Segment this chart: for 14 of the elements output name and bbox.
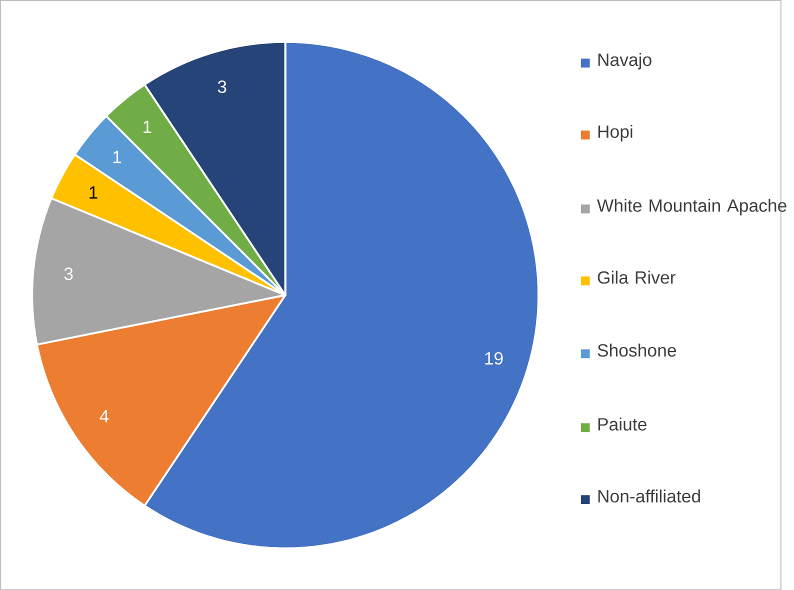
legend-label: Paiute <box>598 417 646 430</box>
legend-label: Hopi <box>598 124 632 142</box>
legend-label: Non-affiliated <box>598 489 700 502</box>
legend-label: Shoshone <box>598 344 676 357</box>
data-label: 4 <box>100 410 109 422</box>
legend-label: Navajo <box>598 52 652 70</box>
data-label: 19 <box>485 352 503 364</box>
legend-label: Gila River <box>598 270 676 284</box>
data-label: 1 <box>113 150 122 163</box>
legend-label: White Mountain Apache <box>597 198 786 216</box>
data-label: 1 <box>90 186 98 198</box>
data-label: 1 <box>144 120 152 133</box>
data-label: 3 <box>64 267 73 280</box>
data-label: 3 <box>218 80 226 93</box>
